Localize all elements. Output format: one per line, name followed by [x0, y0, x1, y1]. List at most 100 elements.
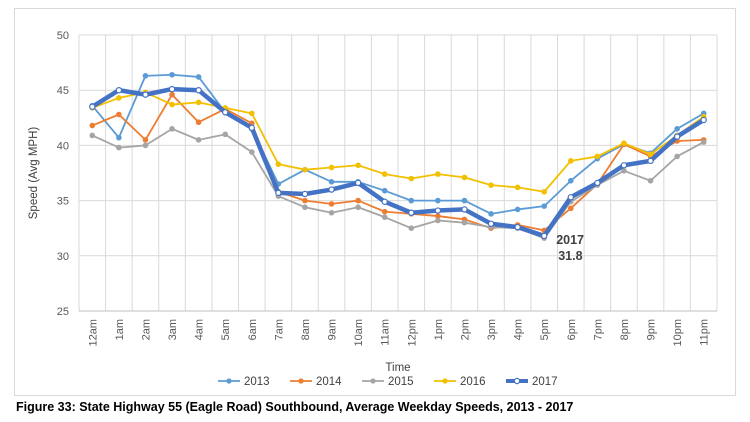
- y-axis-ticks: 25 30 35 40 45 50: [57, 30, 69, 318]
- data-point-2017: [142, 91, 149, 98]
- annotation-value: 31.8: [558, 249, 582, 263]
- x-axis-title: Time: [385, 362, 410, 374]
- x-tick-label: 1pm: [433, 319, 445, 340]
- data-point-2017: [222, 109, 229, 116]
- x-tick-label: 4am: [194, 319, 206, 340]
- data-point-2013: [514, 206, 521, 213]
- data-point-2017: [461, 206, 468, 213]
- data-point-2016: [514, 184, 521, 191]
- legend-label: 2017: [532, 376, 558, 388]
- y-tick-label: 45: [57, 85, 69, 97]
- x-tick-label: 10am: [353, 319, 365, 347]
- series-line-2013: [91, 73, 705, 215]
- data-point-2014: [169, 91, 175, 98]
- data-point-2016: [116, 95, 122, 101]
- figure-caption: Figure 33: State Highway 55 (Eagle Road)…: [16, 400, 574, 414]
- x-tick-label: 6am: [247, 319, 259, 340]
- data-point-2017: [115, 86, 123, 94]
- data-point-2015: [328, 209, 335, 216]
- data-point-2014: [142, 137, 149, 143]
- data-point-2015: [674, 153, 680, 160]
- data-point-2013: [541, 203, 548, 209]
- data-point-2013: [328, 179, 335, 185]
- data-point-2015: [700, 139, 707, 145]
- data-point-2015: [355, 204, 361, 211]
- x-tick-label: 10pm: [672, 319, 684, 347]
- x-tick-label: 8pm: [619, 319, 631, 340]
- x-tick-label: 7am: [273, 319, 285, 340]
- series-line-2016: [91, 91, 705, 193]
- y-tick-label: 30: [57, 251, 69, 263]
- data-point-2014: [435, 213, 441, 219]
- data-point-2017: [487, 220, 495, 227]
- x-tick-label: 1am: [114, 319, 126, 340]
- data-point-2017: [567, 194, 574, 201]
- legend-label: 2014: [316, 376, 342, 388]
- legend-label: 2015: [388, 376, 414, 388]
- data-point-2015: [435, 217, 441, 224]
- data-point-2016: [541, 188, 548, 195]
- x-tick-label: 12pm: [406, 319, 418, 347]
- data-point-2016: [328, 164, 335, 171]
- legend-marker-2015: [370, 378, 376, 384]
- data-point-2013: [116, 134, 122, 141]
- data-point-2016: [461, 174, 468, 181]
- data-point-2017: [381, 198, 388, 205]
- annotation-year: 2017: [556, 233, 584, 247]
- x-tick-label: 7pm: [592, 319, 604, 340]
- y-tick-label: 40: [57, 140, 69, 152]
- data-point-2016: [381, 171, 388, 177]
- x-tick-label: 2am: [140, 319, 152, 340]
- data-point-2017: [620, 162, 628, 169]
- data-point-2015: [408, 225, 415, 231]
- x-tick-label: 5am: [220, 319, 232, 340]
- x-tick-label: 9am: [327, 319, 339, 340]
- data-point-2013: [674, 126, 680, 132]
- data-point-2014: [89, 122, 96, 129]
- x-tick-label: 12am: [87, 319, 99, 347]
- data-point-2016: [408, 175, 415, 182]
- data-point-2014: [302, 197, 308, 204]
- x-axis-ticks: 12am 1am 2am 3am 4am 5am 6am 7am 8am 9am 10am 11am 1…: [87, 319, 710, 347]
- data-point-2015: [195, 137, 202, 143]
- data-point-2013: [195, 74, 202, 80]
- data-point-2017: [354, 179, 362, 187]
- data-point-2016: [248, 110, 255, 117]
- data-point-2016: [169, 101, 175, 108]
- x-tick-label: 3am: [167, 319, 179, 340]
- x-tick-label: 3pm: [486, 319, 498, 340]
- data-point-2016: [355, 162, 361, 169]
- data-point-2017: [673, 133, 681, 140]
- chart-svg: 25 30 35 40 45 50 12am 1am 2am 3am 4am 5am 6am 7am 8a…: [28, 30, 718, 388]
- legend-marker-2013: [226, 378, 232, 384]
- data-point-2016: [435, 171, 441, 177]
- chart-container: 25 30 35 40 45 50 12am 1am 2am 3am 4am 5am 6am 7am 8a…: [14, 8, 736, 396]
- data-point-2017: [301, 190, 309, 198]
- data-point-2015: [461, 219, 468, 226]
- data-point-2017: [594, 179, 601, 187]
- data-point-2016: [488, 182, 494, 188]
- x-tick-label: 4pm: [513, 319, 525, 340]
- legend-marker-2016: [442, 378, 448, 384]
- data-point-2013: [567, 177, 574, 184]
- data-point-2013: [435, 197, 441, 204]
- x-tick-label: 2pm: [459, 319, 471, 340]
- data-point-2017: [275, 189, 282, 197]
- y-tick-label: 25: [57, 306, 69, 318]
- data-point-2013: [461, 197, 468, 204]
- series-line-2017: [91, 86, 705, 239]
- data-point-2017: [514, 223, 521, 231]
- data-point-2017: [541, 232, 548, 240]
- data-point-2017: [248, 124, 255, 131]
- data-point-2017: [89, 103, 96, 110]
- y-axis-title: Speed (Avg MPH): [28, 127, 40, 220]
- data-point-2013: [142, 73, 149, 79]
- data-point-2017: [328, 186, 335, 193]
- data-point-2016: [647, 151, 654, 158]
- data-point-2017: [434, 207, 442, 214]
- data-point-2015: [116, 144, 122, 151]
- x-tick-label: 11pm: [699, 319, 711, 346]
- data-point-2015: [222, 131, 229, 138]
- data-point-2014: [381, 208, 388, 215]
